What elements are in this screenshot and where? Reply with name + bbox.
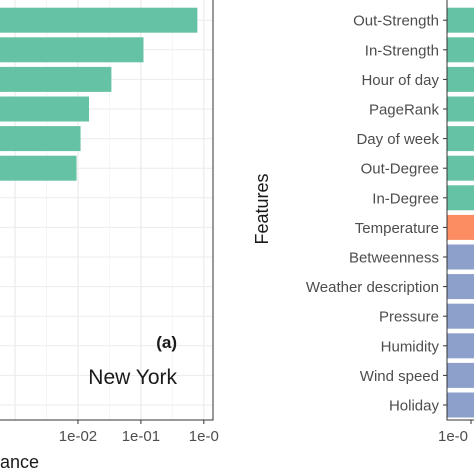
right-y-tick-label: Out-Degree (361, 161, 439, 178)
right-y-tick-label: Weather description (306, 279, 439, 296)
right-y-tick-label: Betweenness (349, 250, 439, 267)
left-x-axis-label: ance (0, 452, 39, 472)
right-y-tick-label: Day of week (356, 131, 439, 148)
right-y-tick-label: Temperature (355, 220, 439, 237)
right-bar (447, 274, 474, 300)
left-plot-background (0, 0, 213, 420)
right-bar (447, 37, 474, 63)
right-bar (447, 96, 474, 122)
right-y-tick-label: Out-Strength (353, 13, 439, 30)
right-panel: Out-Strength In-Strength Hour of day PageRa… (252, 0, 474, 445)
left-bar (0, 155, 77, 181)
left-x-tick-label: 1e-01 (122, 428, 160, 445)
left-panel: 1e-02 1e-01 1e-0 (a) New York ance (0, 0, 219, 472)
right-bar (447, 7, 474, 33)
right-x-tick-label: 1e-0 (438, 428, 468, 445)
left-bar (0, 126, 81, 152)
right-y-axis-label: Features (252, 173, 272, 244)
right-panel-border (446, 0, 474, 421)
right-y-tick-label: Hour of day (361, 72, 439, 89)
right-bar (447, 303, 474, 329)
right-bar (447, 185, 474, 211)
right-y-tick-label: PageRank (369, 102, 440, 119)
right-bar (447, 126, 474, 152)
right-y-tick-label: Holiday (389, 398, 440, 415)
right-bar (447, 333, 474, 359)
left-bar (0, 7, 198, 33)
right-y-tick-label: Humidity (381, 338, 440, 355)
panel-annotation: New York (88, 366, 177, 389)
right-bar (447, 214, 474, 240)
left-x-tick-label: 1e-0 (189, 428, 219, 445)
right-y-tick-label: In-Degree (372, 190, 439, 207)
right-bar (447, 362, 474, 388)
right-bar (447, 155, 474, 181)
left-panel-border (0, 0, 214, 421)
right-bar (447, 66, 474, 92)
left-x-tick-label: 1e-02 (59, 428, 97, 445)
right-y-tick-label: Wind speed (360, 368, 439, 385)
left-bar (0, 66, 112, 92)
panel-tag: (a) (156, 333, 177, 352)
right-bar (447, 392, 474, 418)
right-y-tick-label: In-Strength (365, 42, 439, 59)
left-bar (0, 96, 90, 122)
left-bar (0, 37, 144, 63)
right-bar (447, 244, 474, 270)
right-y-tick-label: Pressure (379, 309, 439, 326)
